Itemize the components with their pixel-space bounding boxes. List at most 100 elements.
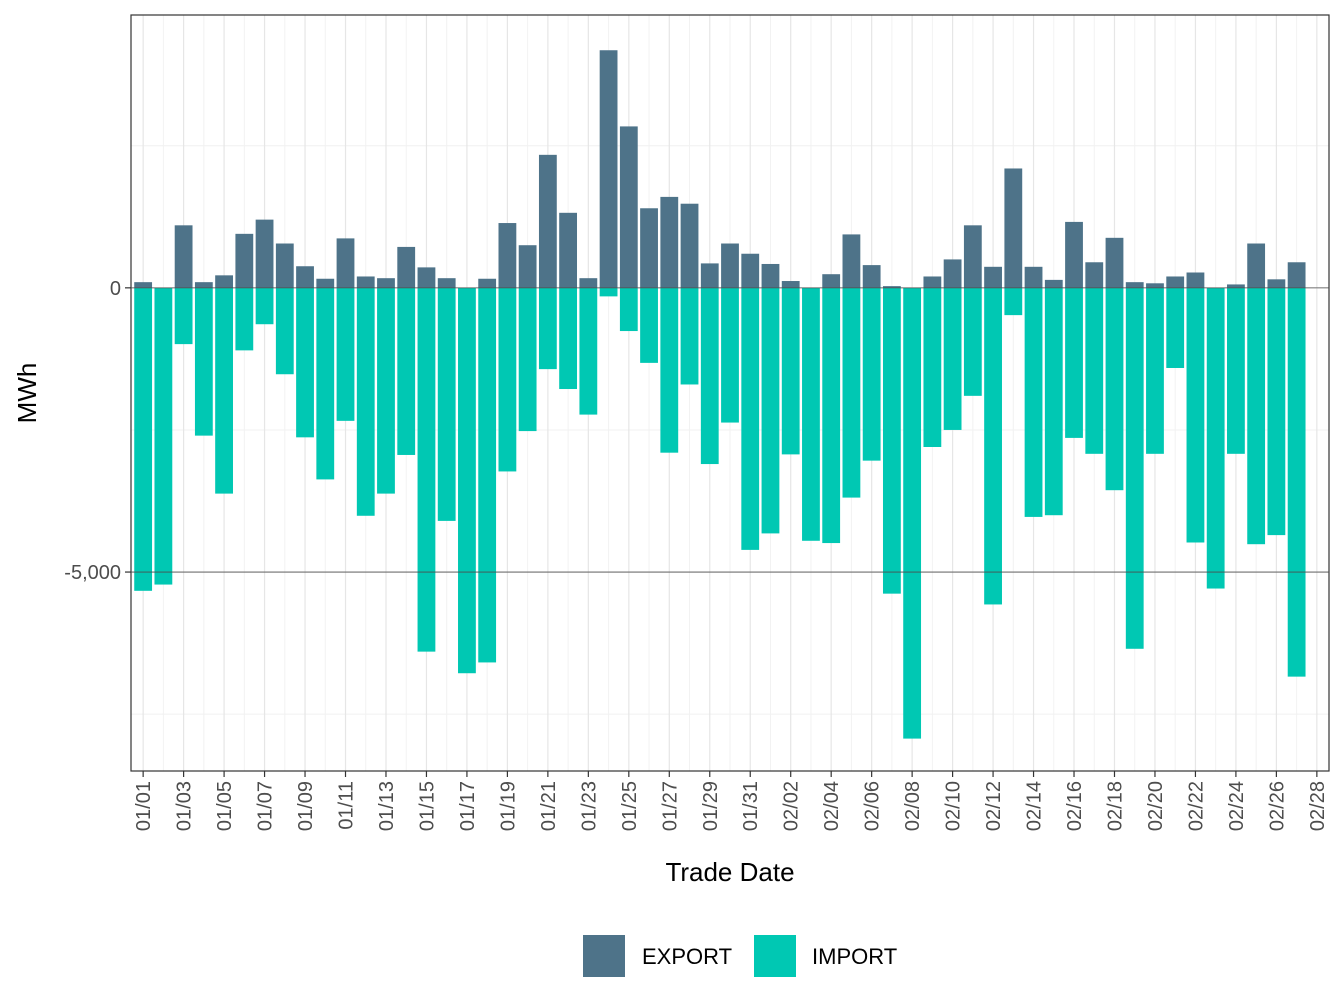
x-tick-label: 02/10: [943, 781, 965, 831]
bar-export-01-29: [700, 263, 719, 288]
bar-import-01-08: [275, 287, 294, 375]
bar-import-01-05: [215, 287, 233, 494]
bar-import-01-09: [296, 287, 314, 438]
bar-export-02-09: [923, 276, 942, 288]
bar-export-01-30: [721, 243, 739, 288]
bar-import-02-26: [1267, 287, 1286, 536]
bar-import-01-11: [336, 287, 355, 421]
bar-import-01-28: [680, 287, 699, 385]
bar-import-01-14: [397, 287, 416, 455]
bar-export-02-14: [1024, 266, 1043, 288]
bar-export-02-15: [1044, 279, 1063, 288]
bar-export-02-10: [943, 259, 962, 288]
x-axis: 01/01 01/03 01/05 01/07 01/09 01/11 01/13 01/15…: [133, 771, 1329, 831]
x-tick-label: 02/16: [1064, 781, 1086, 831]
bar-export-01-22: [559, 212, 578, 288]
bar-import-01-23: [579, 287, 598, 415]
bar-import-01-26: [640, 287, 658, 363]
bar-export-02-02: [781, 281, 800, 288]
bar-import-01-07: [255, 287, 274, 325]
bar-import-02-07: [882, 287, 901, 594]
bar-import-01-22: [559, 287, 578, 390]
x-tick-label: 01/29: [700, 781, 722, 831]
bar-export-02-07: [882, 286, 901, 288]
x-tick-label: 02/02: [781, 781, 803, 831]
bar-export-02-06: [862, 265, 881, 288]
x-tick-label: 01/17: [457, 781, 479, 831]
x-tick-label: 02/20: [1145, 781, 1167, 831]
x-tick-label: 01/07: [255, 781, 277, 831]
bar-export-02-27: [1287, 262, 1306, 288]
bar-import-01-21: [538, 287, 557, 370]
bar-export-01-19: [498, 223, 517, 288]
bar-import-01-16: [437, 287, 456, 521]
bar-export-01-01: [134, 282, 153, 288]
bar-export-01-14: [397, 246, 416, 288]
y-tick-label: 0: [110, 278, 121, 300]
bar-import-01-02: [154, 287, 173, 585]
x-tick-label: 01/13: [376, 781, 398, 831]
bar-import-01-13: [377, 287, 395, 494]
bar-export-01-31: [741, 253, 760, 288]
bar-export-02-01: [761, 263, 780, 288]
bar-export-01-21: [538, 154, 557, 288]
bar-import-01-01: [134, 287, 153, 591]
bars: [134, 50, 1306, 739]
bar-import-02-27: [1287, 287, 1306, 677]
x-tick-label: 02/14: [1024, 781, 1046, 831]
bar-export-01-08: [275, 243, 294, 288]
y-axis: 0 -5,000: [64, 278, 1329, 584]
legend-label-export: EXPORT: [642, 944, 732, 969]
bar-import-02-11: [963, 287, 982, 396]
bar-import-01-06: [235, 287, 254, 351]
bar-import-02-22: [1186, 287, 1205, 543]
bar-import-01-24: [599, 287, 618, 297]
bar-export-01-16: [437, 278, 456, 288]
legend-label-import: IMPORT: [812, 944, 897, 969]
bar-export-01-12: [356, 276, 375, 288]
x-axis-title: Trade Date: [665, 857, 794, 887]
bar-export-01-23: [579, 278, 598, 288]
bar-export-02-20: [1146, 283, 1164, 288]
bar-import-02-10: [943, 287, 962, 430]
bar-export-01-15: [417, 267, 436, 288]
bar-import-02-17: [1085, 287, 1104, 454]
bar-export-01-28: [680, 203, 699, 288]
y-tick-label: -5,000: [64, 562, 121, 584]
x-tick-label: 01/09: [295, 781, 317, 831]
y-axis-title: MWh: [12, 363, 42, 424]
bar-export-02-21: [1166, 276, 1185, 288]
x-tick-label: 01/21: [538, 781, 560, 831]
x-tick-label: 02/08: [902, 781, 924, 831]
bar-export-01-18: [478, 278, 497, 288]
bar-import-01-03: [174, 287, 193, 345]
bar-import-01-04: [194, 287, 213, 436]
x-tick-label: 02/04: [821, 781, 843, 831]
bar-import-02-03: [802, 287, 820, 541]
bar-export-01-05: [215, 275, 233, 288]
x-tick-label: 02/06: [862, 781, 884, 831]
bar-export-02-17: [1085, 262, 1104, 288]
x-tick-label: 01/25: [619, 781, 641, 831]
bar-import-02-16: [1065, 287, 1083, 438]
x-tick-label: 02/28: [1307, 781, 1329, 831]
x-tick-label: 02/12: [983, 781, 1005, 831]
x-tick-label: 02/24: [1226, 781, 1248, 831]
x-tick-label: 02/18: [1104, 781, 1126, 831]
bar-export-02-05: [842, 234, 861, 288]
bar-import-02-21: [1166, 287, 1185, 368]
bar-export-01-06: [235, 233, 254, 288]
bar-import-02-13: [1004, 287, 1023, 316]
x-tick-label: 01/05: [214, 781, 236, 831]
bar-export-02-11: [963, 225, 982, 288]
bar-import-02-01: [761, 287, 780, 534]
bar-export-02-19: [1125, 282, 1144, 288]
x-tick-label: 01/23: [578, 781, 600, 831]
bar-export-01-10: [316, 278, 335, 288]
bar-import-02-12: [984, 287, 1002, 605]
bar-export-02-16: [1065, 221, 1083, 288]
bar-export-01-03: [174, 225, 193, 288]
x-tick-label: 01/19: [497, 781, 519, 831]
legend: EXPORT IMPORT: [583, 935, 897, 977]
